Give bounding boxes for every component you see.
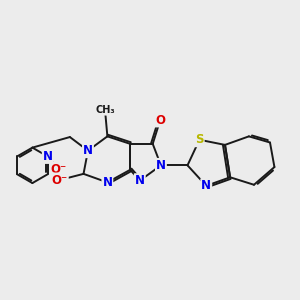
Text: N: N [43,150,53,163]
Text: O: O [155,113,165,127]
Text: N: N [201,179,211,192]
Text: N: N [135,174,145,187]
Text: CH₃: CH₃ [95,105,115,115]
Text: O⁻: O⁻ [50,163,67,176]
Text: O⁻: O⁻ [52,173,68,187]
Text: S: S [195,133,204,146]
Text: N: N [83,144,93,157]
Text: N: N [156,159,166,172]
Text: N: N [102,176,112,189]
